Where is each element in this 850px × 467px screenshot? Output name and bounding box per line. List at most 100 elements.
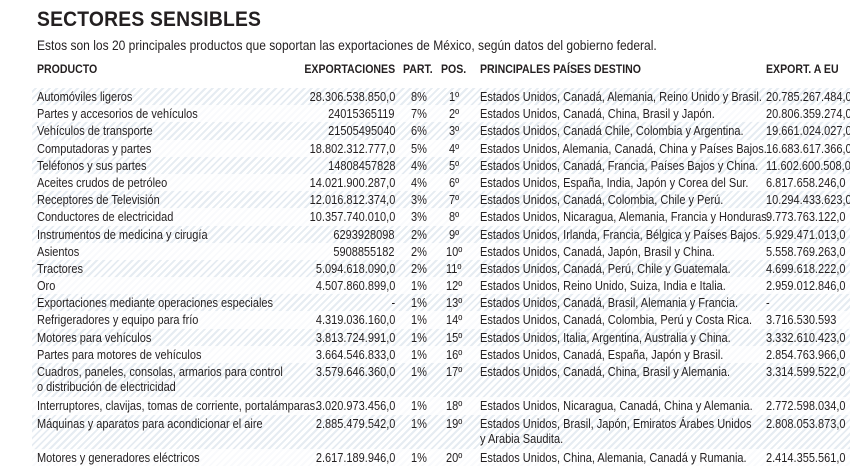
cell-dest: Estados Unidos, Canadá, Perú, Chile y Gu… bbox=[480, 261, 731, 276]
cell-dest: Estados Unidos, Italia, Argentina, Austr… bbox=[480, 330, 731, 345]
cell-eu: 4.699.618.222,0 bbox=[766, 261, 846, 276]
table-row: Máquinas y aparatos para acondicionar el… bbox=[32, 415, 850, 449]
cell-dest: Estados Unidos, Canadá, Colombia, Chile … bbox=[480, 193, 724, 208]
cell-pos: 10º bbox=[445, 244, 463, 259]
cell-eu: 11.602.600.508,0 bbox=[766, 158, 850, 173]
table-header: PRODUCTO EXPORTACIONES PART. POS. PRINCI… bbox=[32, 58, 850, 80]
header-export-eu: EXPORT. A EU bbox=[766, 62, 839, 76]
table-body: Automóviles ligeros 28.306.538.850,0 8% 1º E… bbox=[32, 88, 850, 467]
cell-product: Oro bbox=[37, 279, 56, 294]
cell-exports: 3.579.646.360,0 bbox=[315, 365, 395, 379]
cell-eu: 2.772.598.034,0 bbox=[766, 399, 846, 414]
cell-pos: 7º bbox=[449, 193, 460, 208]
cell-dest: Estados Unidos, Alemania, Canadá, China … bbox=[480, 141, 767, 156]
cell-dest: Estados Unidos, Canadá, Alemania, Reino … bbox=[480, 90, 762, 104]
table-row: Motores y generadores eléctricos 2.617.18… bbox=[32, 448, 850, 467]
cell-part: 1% bbox=[410, 450, 427, 465]
cell-product: Tractores bbox=[37, 261, 84, 276]
table-row: Automóviles ligeros 28.306.538.850,0 8% 1º E… bbox=[32, 88, 850, 105]
cell-exports: 6293928098 bbox=[333, 227, 395, 242]
cell-pos: 4º bbox=[449, 141, 460, 156]
cell-dest: Estados Unidos, Irlanda, Francia, Bélgic… bbox=[480, 227, 761, 242]
cell-exports: 2.617.189.946,0 bbox=[315, 450, 395, 465]
cell-product: Asientos bbox=[37, 244, 80, 259]
cell-exports: 3.813.724.991,0 bbox=[315, 330, 395, 345]
cell-dest: Estados Unidos, Reino Unido, Suiza, Indi… bbox=[480, 279, 726, 294]
cell-pos: 16º bbox=[445, 347, 463, 362]
cell-product: Conductores de electricidad bbox=[37, 210, 174, 225]
cell-part: 1% bbox=[410, 399, 427, 414]
cell-eu: 10.294.433.623,0 bbox=[766, 193, 850, 208]
cell-part: 5% bbox=[410, 141, 427, 156]
cell-exports: 28.306.538.850,0 bbox=[309, 90, 395, 104]
table-row: Vehículos de transporte 21505495040 6% 3º Es… bbox=[32, 122, 850, 139]
cell-exports: 14808457828 bbox=[327, 158, 395, 173]
cell-part: 2% bbox=[410, 261, 427, 276]
cell-product: Automóviles ligeros bbox=[37, 90, 133, 104]
cell-exports: 3.020.973.456,0 bbox=[315, 399, 395, 414]
exports-table: PRODUCTO EXPORTACIONES PART. POS. PRINCI… bbox=[32, 58, 850, 467]
cell-exports: 10.357.740.010,0 bbox=[309, 210, 395, 225]
cell-exports: 5908855182 bbox=[333, 244, 395, 259]
table-row: Interruptores, clavijas, tomas de corrie… bbox=[32, 397, 850, 415]
cell-product: Refrigeradores y equipo para frío bbox=[37, 313, 199, 328]
table-row: Exportaciones mediante operaciones espec… bbox=[32, 294, 850, 311]
table-row: Partes para motores de vehículos 3.664.54… bbox=[32, 345, 850, 363]
cell-eu: 16.683.617.366,0 bbox=[766, 141, 850, 156]
cell-product: Cuadros, paneles, consolas, armarios par… bbox=[37, 365, 283, 394]
cell-pos: 1º bbox=[449, 90, 460, 104]
cell-pos: 11º bbox=[446, 261, 462, 276]
cell-dest: Estados Unidos, Canadá, Francia, Países … bbox=[480, 158, 759, 173]
table-row: Computadoras y partes 18.802.312.777,0 5% 4… bbox=[32, 139, 850, 157]
cell-part: 1% bbox=[410, 347, 427, 362]
page-title: SECTORES SENSIBLES bbox=[37, 8, 262, 31]
cell-eu: 3.716.530.593 bbox=[766, 313, 837, 328]
cell-pos: 20º bbox=[445, 450, 463, 465]
cell-part: 1% bbox=[410, 279, 427, 294]
cell-pos: 17º bbox=[445, 365, 463, 379]
table-row: Tractores 5.094.618.090,0 2% 11º Estados Uni… bbox=[32, 260, 850, 277]
cell-pos: 12º bbox=[445, 279, 463, 294]
subtitle: Estos son los 20 principales productos q… bbox=[37, 37, 657, 53]
cell-product: Motores para vehículos bbox=[37, 330, 152, 345]
cell-part: 4% bbox=[410, 158, 427, 173]
cell-product: Aceites crudos de petróleo bbox=[37, 175, 168, 190]
cell-part: 1% bbox=[410, 365, 427, 379]
cell-product: Partes y accesorios de vehículos bbox=[37, 107, 198, 122]
cell-part: 1% bbox=[410, 313, 427, 328]
cell-dest: Estados Unidos, España, India, Japón y C… bbox=[480, 175, 749, 190]
cell-pos: 3º bbox=[449, 124, 460, 139]
cell-eu: - bbox=[766, 296, 770, 311]
cell-dest: Estados Unidos, Canadá, Brasil, Alemania… bbox=[480, 296, 739, 311]
cell-eu: 3.314.599.522,0 bbox=[766, 365, 846, 379]
cell-pos: 9º bbox=[449, 227, 460, 242]
header-gap bbox=[32, 80, 850, 88]
cell-eu: 6.817.658.246,0 bbox=[766, 175, 846, 190]
header-product: PRODUCTO bbox=[37, 62, 98, 76]
cell-dest: Estados Unidos, Canadá, China, Brasil y … bbox=[480, 107, 715, 122]
cell-eu: 20.785.267.484,0 bbox=[766, 90, 850, 104]
cell-product: Motores y generadores eléctricos bbox=[37, 450, 200, 465]
cell-dest: Estados Unidos, Canadá, Japón, Brasil y … bbox=[480, 244, 715, 259]
cell-pos: 2º bbox=[449, 107, 460, 122]
cell-exports: 14.021.900.287,0 bbox=[309, 175, 395, 190]
cell-pos: 13º bbox=[445, 296, 463, 311]
cell-eu: 9.773.763.122,0 bbox=[766, 210, 846, 225]
cell-part: 3% bbox=[410, 193, 427, 208]
cell-part: 1% bbox=[410, 416, 427, 431]
cell-exports: 18.802.312.777,0 bbox=[309, 141, 395, 156]
header-pos: POS. bbox=[440, 62, 466, 76]
cell-eu: 2.854.763.966,0 bbox=[766, 347, 846, 362]
table-row: Receptores de Televisión 12.016.812.374,0… bbox=[32, 191, 850, 208]
table-row: Cuadros, paneles, consolas, armarios par… bbox=[32, 363, 850, 397]
cell-eu: 5.558.769.263,0 bbox=[766, 244, 846, 259]
table-row: Partes y accesorios de vehículos 24015365… bbox=[32, 105, 850, 123]
cell-pos: 8º bbox=[449, 210, 460, 225]
cell-part: 6% bbox=[410, 124, 427, 139]
cell-eu: 2.959.012.846,0 bbox=[766, 279, 846, 294]
cell-exports: 24015365119 bbox=[328, 107, 395, 122]
cell-part: 1% bbox=[410, 296, 427, 311]
cell-eu: 2.414.355.561,0 bbox=[766, 450, 846, 465]
cell-dest: Estados Unidos, Brasil, Japón, Emiratos … bbox=[480, 416, 752, 446]
cell-eu: 5.929.471.013,0 bbox=[766, 227, 846, 242]
